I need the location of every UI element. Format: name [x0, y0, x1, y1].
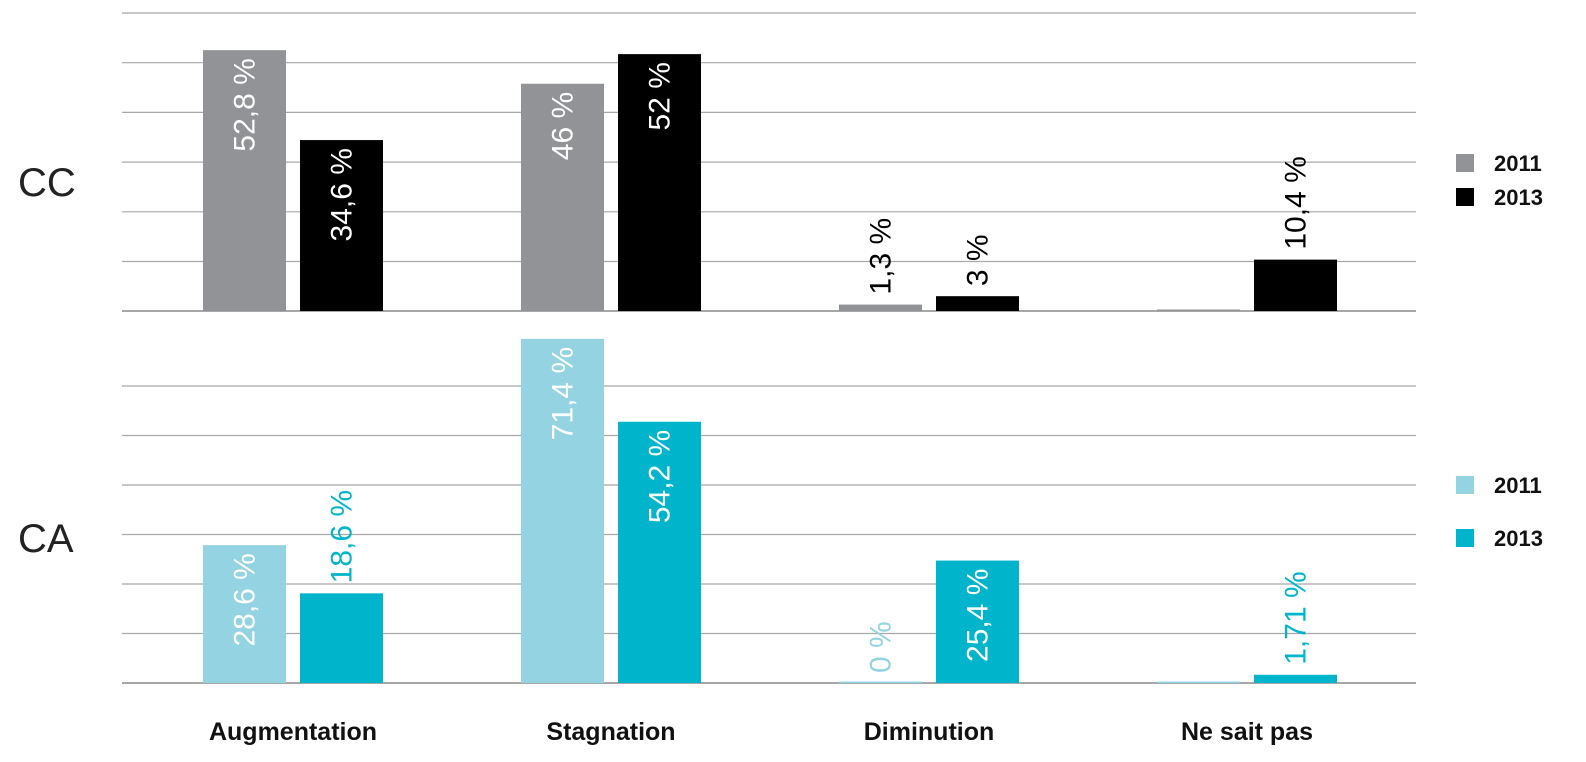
bar-cc-2013-0: [300, 140, 383, 311]
category-label: Diminution: [864, 718, 995, 746]
bar-ca-2011-1: [521, 338, 604, 683]
bar-ca-2013-2: [936, 560, 1019, 683]
legend-label: 2013: [1494, 185, 1543, 210]
panel-label: CC: [18, 161, 76, 205]
bar-cc-2013-3: [1254, 259, 1337, 311]
category-label: Augmentation: [209, 718, 377, 746]
bar-cc-2011-0: [203, 50, 286, 311]
bar-cc-2011-1: [521, 83, 604, 311]
panel-label: CA: [18, 517, 74, 561]
legend-swatch: [1456, 154, 1474, 172]
panel-ca: CA 28,6 % 71,4 % 0 % 2011 18,6 % 54,2 % 25,4 % 1…: [18, 338, 1543, 684]
bar-ca-2013-3: [1254, 674, 1337, 683]
x-axis-labels: Augmentation Stagnation Diminution Ne sait …: [209, 718, 1313, 746]
category-label: Stagnation: [546, 718, 675, 746]
bar-cc-2011-2: [839, 304, 922, 311]
bar-cc-2013-2: [936, 296, 1019, 311]
category-label: Ne sait pas: [1181, 718, 1313, 746]
bar-label: 54,2 %: [644, 430, 677, 523]
bar-ca-2013-0: [300, 593, 383, 683]
bar-label: 0 %: [865, 621, 898, 673]
bar-ca-2011-2: [839, 681, 922, 683]
bar-label: 71,4 %: [547, 347, 580, 440]
legend-label: 2013: [1494, 526, 1543, 551]
bar-label: 3 %: [962, 234, 995, 286]
bar-label: 52,8 %: [229, 58, 262, 151]
bar-cc-2011-3: [1157, 309, 1240, 311]
bar-label: 1,3 %: [865, 218, 898, 295]
bar-label: 25,4 %: [962, 569, 995, 662]
bar-label: 46 %: [547, 92, 580, 160]
chart-panels: CC 52,8 % 46 % 1,3 % 2011 34,6 % 52 % 3 % 10,4 %…: [18, 12, 1543, 684]
bar-label: 18,6 %: [326, 490, 359, 583]
bar-label: 28,6 %: [229, 553, 262, 646]
bar-ca-2011-3: [1157, 681, 1240, 683]
bar-label: 34,6 %: [326, 148, 359, 241]
bar-ca-2011-0: [203, 545, 286, 683]
bar-label: 1,71 %: [1280, 571, 1313, 664]
bar-ca-2013-1: [618, 421, 701, 683]
legend-label: 2011: [1494, 151, 1542, 176]
bar-cc-2013-1: [618, 54, 701, 312]
legend-swatch: [1456, 529, 1474, 547]
legend-swatch: [1456, 476, 1474, 494]
panel-cc: CC 52,8 % 46 % 1,3 % 2011 34,6 % 52 % 3 % 10,4 %…: [18, 12, 1543, 312]
legend-label: 2011: [1494, 473, 1542, 498]
bar-label: 10,4 %: [1280, 156, 1313, 249]
legend-swatch: [1456, 188, 1474, 206]
bar-label: 52 %: [644, 62, 677, 130]
